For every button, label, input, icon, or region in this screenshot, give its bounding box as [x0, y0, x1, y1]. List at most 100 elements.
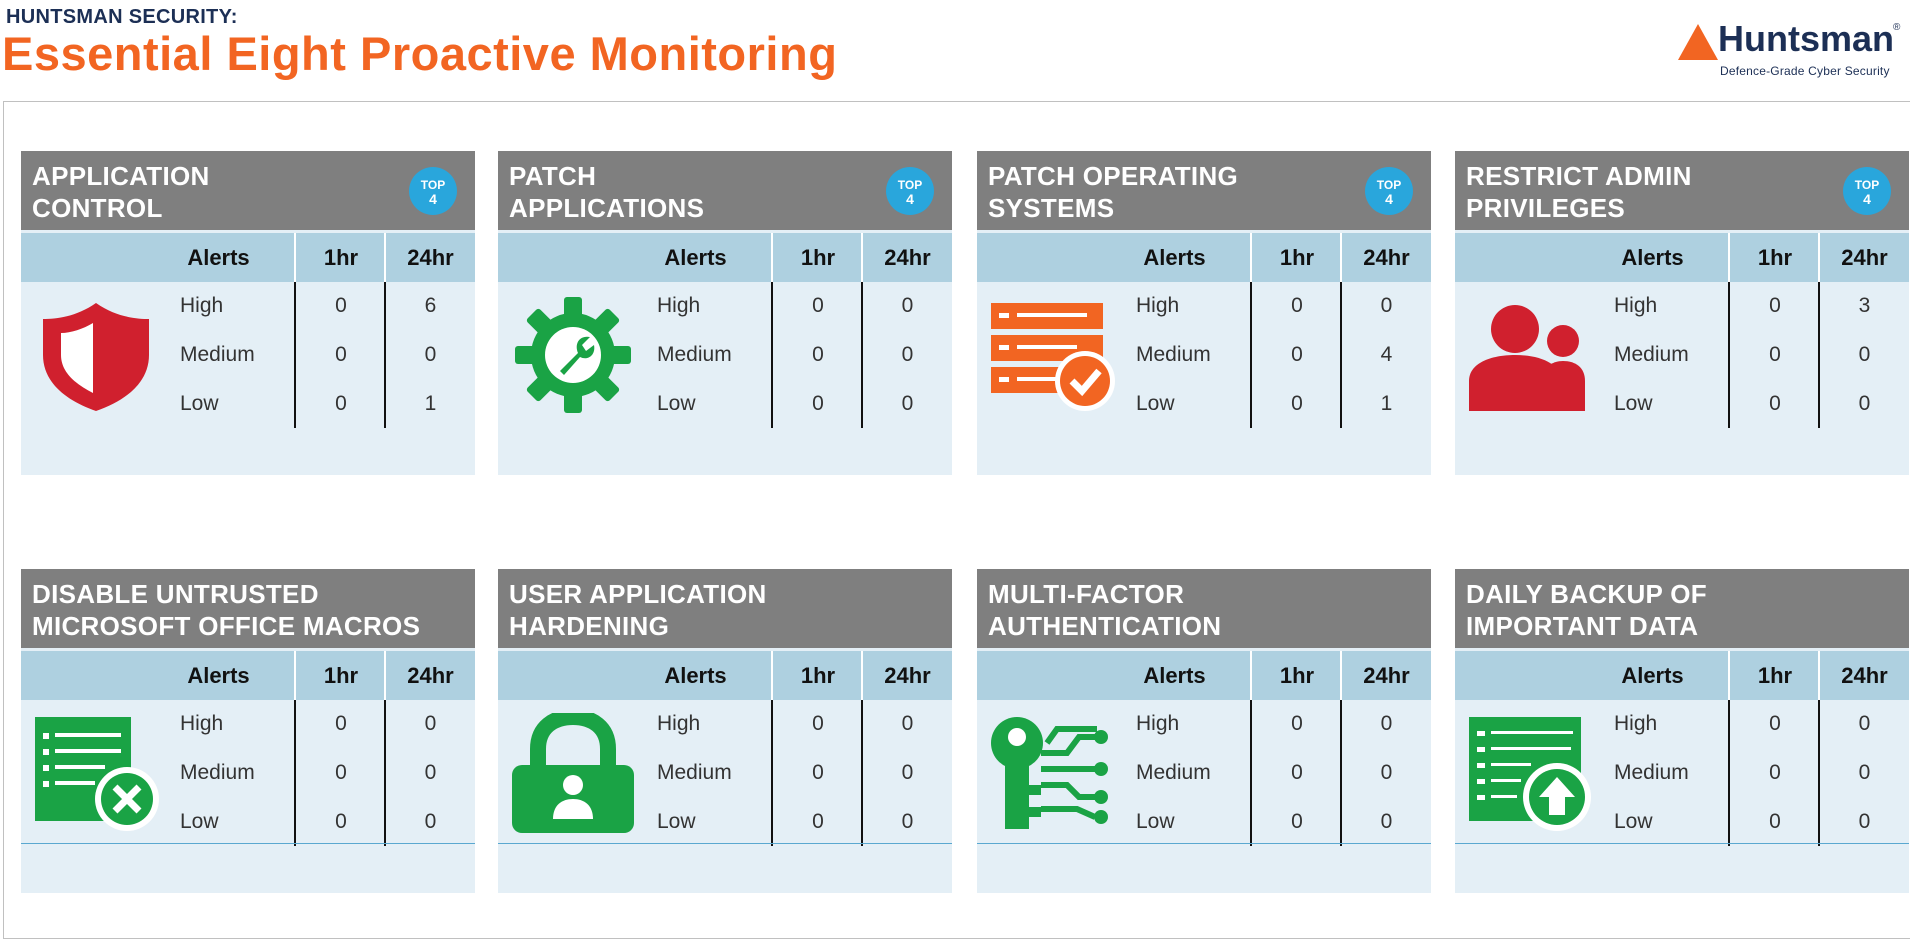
column-divider: [1250, 700, 1252, 846]
severity-label-high: High: [1136, 294, 1180, 317]
badge-top: TOP: [420, 178, 446, 192]
panel-title: PATCH OPERATING SYSTEMS: [988, 160, 1238, 224]
medium-1hr-count: 0: [812, 343, 824, 366]
column-header-alerts: Alerts: [187, 245, 250, 270]
low-24hr-count: 0: [424, 810, 437, 833]
gear-wrench-icon: [508, 295, 638, 415]
column-divider: [861, 233, 863, 282]
severity-label-low: Low: [180, 392, 219, 415]
panel-title-line2: CONTROL: [32, 193, 163, 223]
panel-title-line2: MICROSOFT OFFICE MACROS: [32, 611, 421, 641]
column-divider: [771, 282, 773, 428]
high-24hr-count: 0: [901, 712, 914, 735]
medium-1hr-count: 0: [1291, 343, 1303, 366]
high-24hr-count: 6: [424, 294, 437, 317]
low-1hr-count: 0: [335, 810, 347, 833]
column-header-24hr: 24hr: [1841, 663, 1888, 688]
medium-24hr-count: 0: [1858, 761, 1871, 784]
column-header-1hr: 1hr: [800, 245, 836, 270]
column-divider: [1818, 282, 1820, 428]
panel-title-line2: PRIVILEGES: [1466, 193, 1626, 223]
high-1hr-count: 0: [1291, 712, 1303, 735]
severity-label-high: High: [180, 294, 224, 317]
column-divider: [294, 700, 296, 846]
badge-number: 4: [1385, 191, 1393, 207]
high-24hr-count: 0: [901, 294, 914, 317]
panel-title-line1: RESTRICT ADMIN: [1466, 161, 1692, 191]
panel-title: RESTRICT ADMIN PRIVILEGES: [1466, 160, 1692, 224]
medium-24hr-count: 0: [424, 343, 437, 366]
severity-label-medium: Medium: [1136, 761, 1211, 784]
column-header-1hr: 1hr: [1757, 245, 1793, 270]
panel-title: DAILY BACKUP OF IMPORTANT DATA: [1466, 578, 1707, 642]
table-header: Alerts 1hr 24hr: [498, 651, 952, 700]
panel-shield: APPLICATION CONTROL TOP 4 Alerts 1hr 24h…: [21, 151, 475, 475]
top4-badge-icon: TOP 4: [886, 167, 934, 215]
column-header-24hr: 24hr: [407, 663, 454, 688]
column-header-1hr: 1hr: [1757, 663, 1793, 688]
column-header-24hr: 24hr: [884, 245, 931, 270]
column-divider: [1340, 700, 1342, 846]
backup-upload-icon: [1465, 713, 1595, 833]
column-divider: [861, 282, 863, 428]
severity-label-high: High: [657, 712, 701, 735]
column-divider: [1250, 651, 1252, 700]
users-icon: [1465, 295, 1595, 415]
panel-title-line2: SYSTEMS: [988, 193, 1115, 223]
severity-label-high: High: [180, 712, 224, 735]
column-divider: [771, 651, 773, 700]
high-24hr-count: 0: [1380, 294, 1393, 317]
severity-label-medium: Medium: [180, 761, 255, 784]
column-header-1hr: 1hr: [1279, 663, 1315, 688]
column-header-alerts: Alerts: [1143, 245, 1206, 270]
badge-number: 4: [906, 191, 914, 207]
column-header-alerts: Alerts: [664, 245, 727, 270]
low-24hr-count: 1: [424, 392, 437, 415]
table-header: Alerts 1hr 24hr: [977, 233, 1431, 282]
panel-backup-upload: DAILY BACKUP OF IMPORTANT DATA Alerts 1h…: [1455, 569, 1909, 893]
logo-name: Huntsman: [1718, 18, 1895, 59]
badge-number: 4: [429, 191, 437, 207]
panel-title: PATCH APPLICATIONS: [509, 160, 704, 224]
column-divider: [1818, 651, 1820, 700]
severity-label-high: High: [1614, 294, 1658, 317]
column-header-alerts: Alerts: [1621, 663, 1684, 688]
high-1hr-count: 0: [1769, 294, 1781, 317]
medium-24hr-count: 0: [1858, 343, 1871, 366]
column-divider: [771, 233, 773, 282]
panel-title: USER APPLICATION HARDENING: [509, 578, 767, 642]
column-divider: [1340, 282, 1342, 428]
column-divider: [1250, 282, 1252, 428]
shield-icon: [31, 295, 161, 415]
column-divider: [384, 700, 386, 846]
panel-document-blocked: DISABLE UNTRUSTED MICROSOFT OFFICE MACRO…: [21, 569, 475, 893]
panel-title-line2: APPLICATIONS: [509, 193, 705, 223]
panel-title-line1: MULTI-FACTOR: [988, 579, 1185, 609]
severity-label-medium: Medium: [1614, 343, 1689, 366]
key-network-icon: [987, 713, 1117, 833]
severity-label-medium: Medium: [657, 343, 732, 366]
table-bottom-rule: [1455, 843, 1909, 844]
panel-header: APPLICATION CONTROL TOP 4: [21, 151, 475, 230]
high-1hr-count: 0: [812, 712, 824, 735]
table-header: Alerts 1hr 24hr: [21, 651, 475, 700]
server-check-icon: [987, 295, 1117, 415]
panel-title-line1: PATCH: [509, 161, 597, 191]
column-header-alerts: Alerts: [187, 663, 250, 688]
severity-label-high: High: [657, 294, 701, 317]
medium-24hr-count: 0: [901, 761, 914, 784]
column-header-24hr: 24hr: [884, 663, 931, 688]
panel-server-check: PATCH OPERATING SYSTEMS TOP 4 Alerts 1hr…: [977, 151, 1431, 475]
low-24hr-count: 0: [1858, 392, 1871, 415]
logo-tagline: Defence-Grade Cyber Security: [1720, 64, 1890, 78]
panel-title: MULTI-FACTOR AUTHENTICATION: [988, 578, 1221, 642]
medium-24hr-count: 0: [901, 343, 914, 366]
panel-title-line2: AUTHENTICATION: [988, 611, 1222, 641]
document-blocked-icon: [31, 713, 161, 833]
low-1hr-count: 0: [1769, 392, 1781, 415]
huntsman-logo: Huntsman ® Defence-Grade Cyber Security: [1678, 18, 1900, 80]
table-bottom-rule: [977, 843, 1431, 844]
column-divider: [771, 700, 773, 846]
table-header: Alerts 1hr 24hr: [21, 233, 475, 282]
medium-1hr-count: 0: [812, 761, 824, 784]
